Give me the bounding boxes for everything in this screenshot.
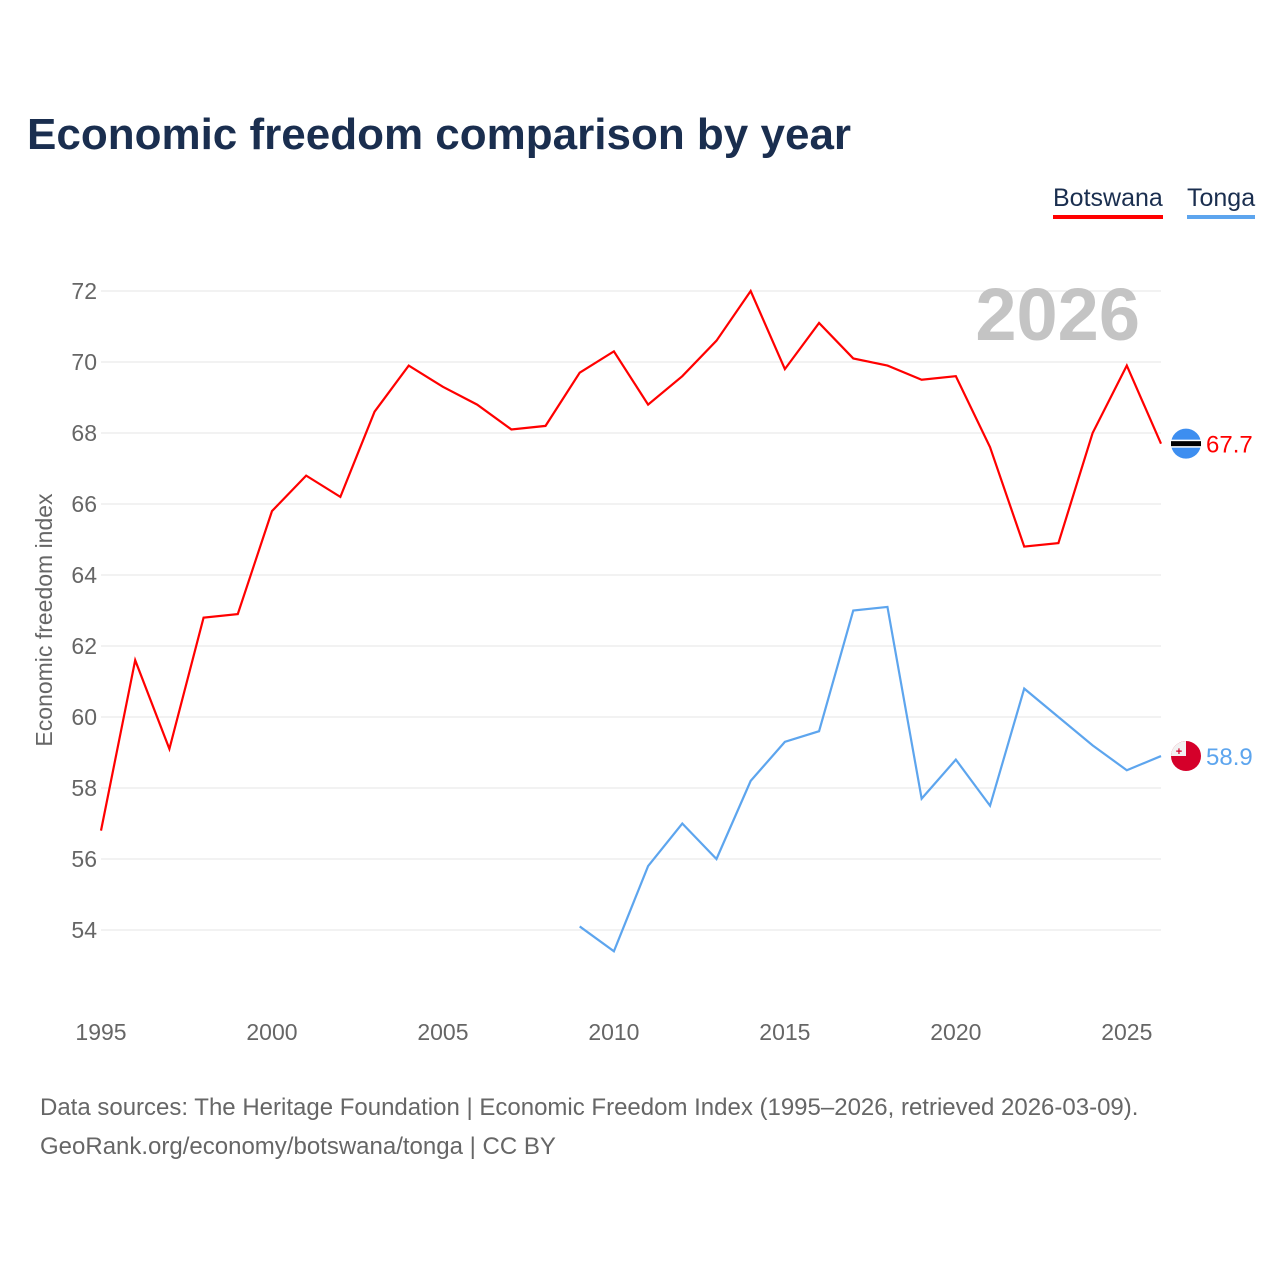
y-tick-label: 72 (71, 278, 97, 304)
y-tick-label: 60 (71, 704, 97, 730)
x-tick-label: 2015 (759, 1019, 810, 1045)
series-line-tonga (579, 605, 1162, 954)
flag-canton (1171, 741, 1186, 757)
y-tick-label: 70 (71, 349, 97, 375)
chart-title: Economic freedom comparison by year (27, 110, 852, 159)
y-tick-label: 66 (71, 491, 97, 517)
x-tick-label: 2025 (1101, 1019, 1152, 1045)
flag-stripe (1171, 441, 1201, 447)
source-line-2[interactable]: GeoRank.org/economy/botswana/tonga | CC … (40, 1133, 556, 1160)
source-note: Data sources: The Heritage Foundation | … (40, 1088, 1138, 1166)
flag-cross: + (1176, 746, 1182, 758)
legend-tonga[interactable]: Tonga (1187, 184, 1256, 219)
x-tick-label: 2005 (417, 1019, 468, 1045)
year-watermark: 2026 (975, 273, 1140, 356)
x-tick-label: 1995 (75, 1019, 126, 1045)
source-line-1: Data sources: The Heritage Foundation | … (40, 1094, 1139, 1121)
end-value-label: 67.7 (1206, 432, 1253, 459)
y-tick-label: 56 (71, 846, 97, 872)
legend-botswana[interactable]: Botswana (1053, 184, 1163, 219)
y-tick-label: 58 (71, 775, 97, 801)
y-tick-label: 62 (71, 633, 97, 659)
y-tick-label: 54 (71, 917, 97, 943)
y-axis-label: Economic freedom index (31, 493, 57, 747)
x-tick-label: 2010 (588, 1019, 639, 1045)
end-value-label: 58.9 (1206, 744, 1253, 771)
x-tick-label: 2000 (246, 1019, 297, 1045)
series-line-botswana (99, 288, 1163, 831)
y-tick-label: 64 (71, 562, 97, 588)
x-tick-label: 2020 (930, 1019, 981, 1045)
y-tick-label: 68 (71, 420, 97, 446)
